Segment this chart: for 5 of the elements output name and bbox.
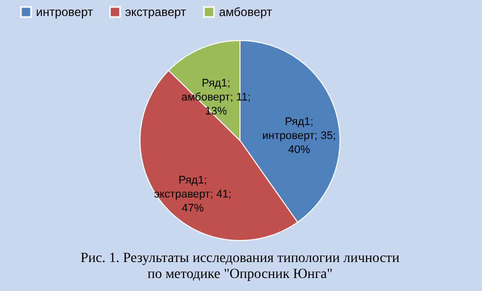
legend-label: интроверт [36,5,94,19]
legend-label: экстраверт [125,5,187,19]
text: Рис. 1. Результаты исследования типологии личности по методике "Опросник Юнга" [80,251,400,282]
data-label: Ряд1; интроверт; 35; 40% [262,116,336,156]
legend-label: амбоверт [219,5,273,19]
